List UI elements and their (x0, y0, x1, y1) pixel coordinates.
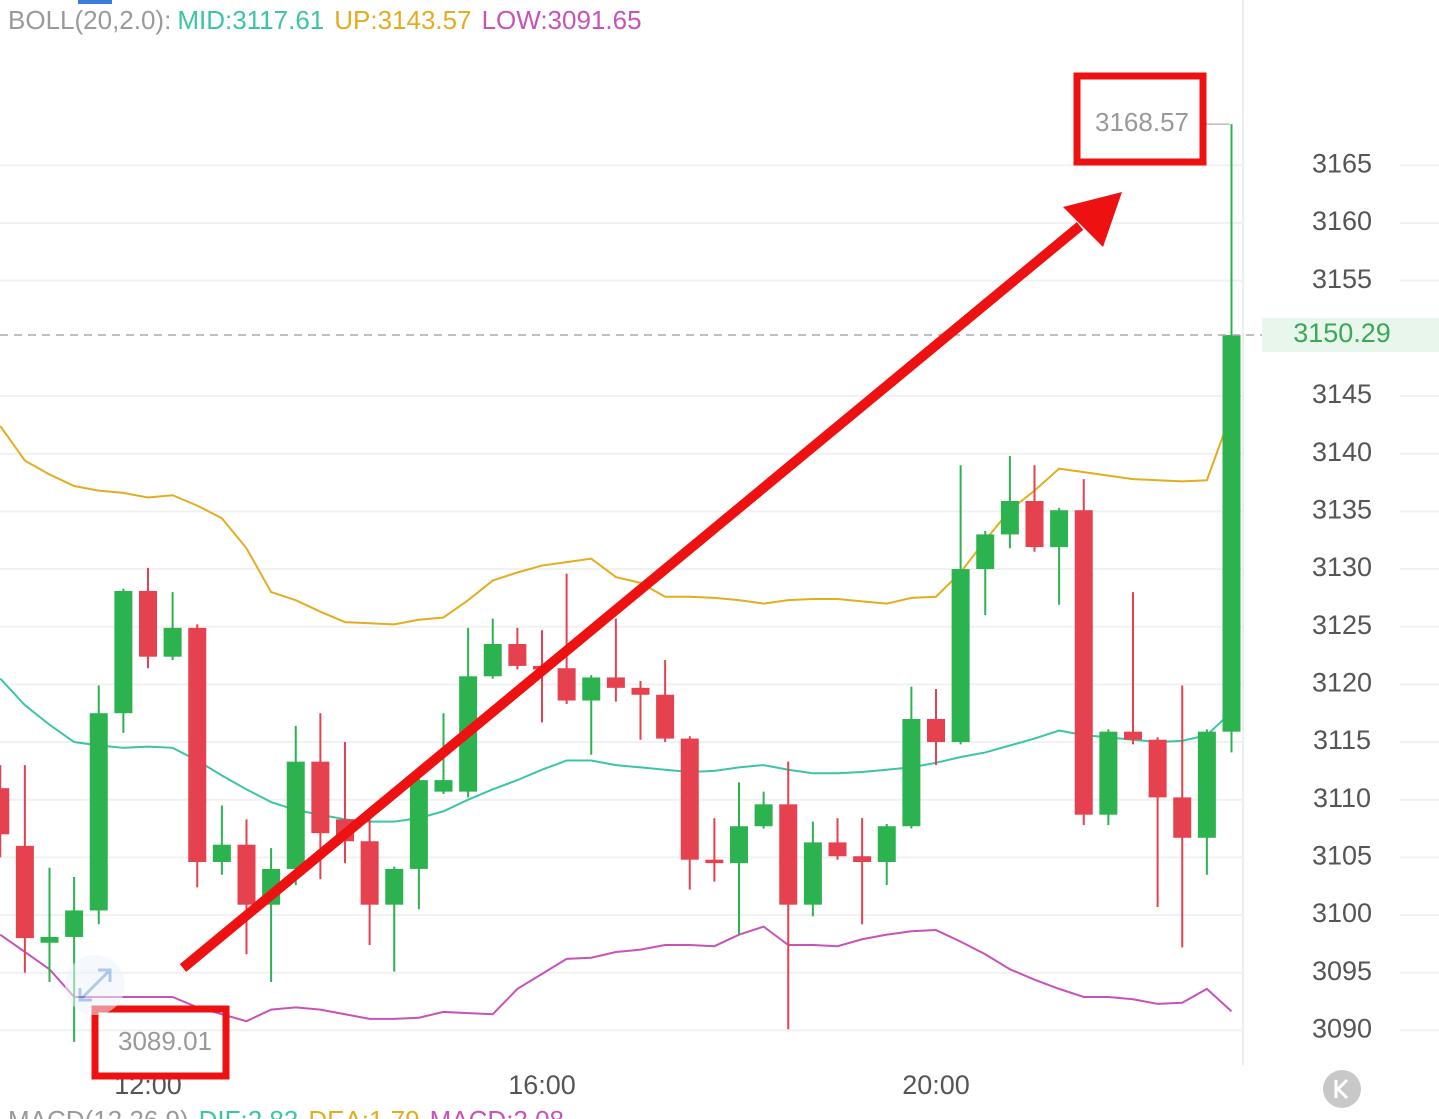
legend-entry: UP:3143.57 (334, 5, 471, 35)
y-tick-label: 3145 (1312, 379, 1372, 409)
y-tick-label: 3135 (1312, 494, 1372, 524)
footer-entry: MACD(12,26,9) (8, 1105, 189, 1119)
expand-icon-glyph (78, 968, 112, 1002)
footer-entry: MACD:2.08 (430, 1105, 564, 1119)
y-tick-label: 3120 (1312, 668, 1372, 698)
y-tick-label: 3115 (1313, 725, 1371, 755)
candle-body (656, 694, 675, 739)
trend-arrow (179, 222, 1084, 972)
candle-body (951, 569, 970, 743)
candle-body (1099, 731, 1118, 815)
y-tick-label: 3155 (1312, 264, 1372, 294)
y-tick-label: 3095 (1312, 956, 1372, 986)
candle-body (409, 780, 428, 869)
candle-body (779, 804, 798, 905)
candle-body (360, 841, 379, 905)
footer-entry: DEA:1.79 (308, 1105, 419, 1119)
indicator-legend: BOLL(20,2.0): MID:3117.61 UP:3143.57 LOW:30… (8, 5, 642, 35)
candle-body (631, 687, 650, 695)
candle-body (754, 804, 773, 827)
footer-entry: DIF:2.83 (199, 1105, 299, 1119)
y-tick-label: 3105 (1312, 841, 1372, 871)
candle-body (582, 677, 601, 701)
candle-body (680, 738, 699, 860)
candle-body (508, 644, 527, 666)
x-tick-label: 16:00 (508, 1070, 576, 1100)
candle-body (1222, 335, 1241, 732)
legend-entry: LOW:3091.65 (482, 5, 642, 35)
low-highlight-box (91, 1005, 230, 1080)
y-tick-label: 3125 (1312, 610, 1372, 640)
y-tick-label: 3090 (1312, 1014, 1372, 1044)
indicator-name: BOLL(20,2.0): (8, 5, 171, 35)
candle-body (1000, 500, 1019, 535)
y-axis: 3090 3095 3100 3105 3110 3115 3120 3125 3130 3135… (0, 107, 1439, 1100)
last-price-label: 3150.29 (1293, 318, 1391, 348)
macd-legend: MACD(12,26,9) DIF:2.83 DEA:1.79 MACD:2.08 (8, 1105, 564, 1119)
expand-icon[interactable] (65, 955, 125, 1015)
y-tick-label: 3140 (1312, 437, 1372, 467)
last-price-tag (1262, 318, 1439, 353)
candle-body (15, 845, 34, 939)
candle-body (1173, 797, 1192, 838)
candles (0, 124, 1241, 1042)
candle-body (89, 713, 108, 911)
candle-body (1148, 739, 1167, 798)
candle-body (1197, 731, 1216, 838)
candle-body (188, 627, 207, 862)
y-tick-label: 3160 (1312, 206, 1372, 236)
candle-body (557, 668, 576, 701)
candle-body (1124, 731, 1142, 740)
candle-body (212, 844, 231, 862)
y-tick-label: 3100 (1312, 898, 1372, 928)
candle-body (40, 936, 59, 943)
low-label: 3089.01 (118, 1026, 212, 1056)
candle-body (927, 718, 945, 743)
candle-body (237, 844, 256, 905)
candle-body (853, 856, 872, 862)
candle-body (0, 788, 10, 835)
candle-body (730, 826, 748, 864)
candle-body (803, 842, 822, 905)
trend-arrowhead (1063, 192, 1122, 247)
candle-body (65, 910, 84, 937)
candle-body (976, 534, 995, 570)
high-highlight-box (1073, 72, 1207, 166)
candle-body (1050, 510, 1069, 548)
candle-body (902, 718, 921, 827)
k-button[interactable] (1323, 1070, 1361, 1108)
candle-body (705, 859, 724, 864)
candle-body (163, 627, 182, 657)
candle-body (286, 761, 305, 869)
candle-body (1025, 500, 1044, 548)
k-button-bg (1323, 1070, 1361, 1108)
candle-body (385, 868, 404, 905)
candle-body (1074, 510, 1093, 815)
candle-body (828, 842, 847, 857)
y-tick-label: 3165 (1312, 148, 1372, 178)
y-tick-label: 3130 (1312, 552, 1372, 582)
high-label: 3168.57 (1095, 107, 1189, 137)
band-line (0, 412, 1233, 626)
tab-indicator (78, 0, 112, 4)
candle-body (114, 590, 133, 714)
candle-body (877, 826, 896, 862)
candle-body (606, 677, 625, 688)
candle-body (483, 644, 502, 677)
y-tick-label: 3110 (1313, 783, 1371, 813)
candle-body (434, 780, 453, 792)
candle-body (139, 590, 157, 657)
k-button-glyph (1334, 1078, 1349, 1100)
candle-body (311, 761, 330, 834)
x-tick-label: 20:00 (902, 1070, 970, 1100)
legend-entry: MID:3117.61 (177, 5, 324, 35)
